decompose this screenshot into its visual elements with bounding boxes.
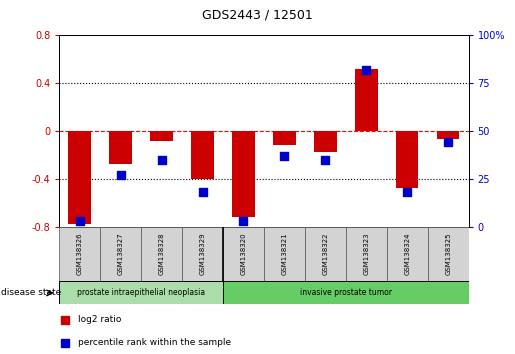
Point: [316, 48, 324, 54]
Point: [116, 172, 125, 178]
Text: GSM138325: GSM138325: [445, 233, 451, 275]
Point: [321, 157, 330, 162]
Text: invasive prostate tumor: invasive prostate tumor: [300, 289, 392, 297]
Point: [316, 257, 324, 263]
Text: prostate intraepithelial neoplasia: prostate intraepithelial neoplasia: [77, 289, 205, 297]
Bar: [232, 131, 255, 217]
Text: GSM138327: GSM138327: [117, 233, 124, 275]
Text: GSM138320: GSM138320: [241, 233, 247, 275]
Bar: [427, 227, 469, 281]
Bar: [437, 131, 459, 139]
Bar: [305, 227, 346, 281]
Point: [280, 153, 288, 159]
Text: GSM138328: GSM138328: [159, 233, 165, 275]
Bar: [264, 227, 305, 281]
Bar: [141, 227, 182, 281]
Bar: [223, 281, 469, 304]
Bar: [396, 131, 419, 188]
Bar: [346, 227, 387, 281]
Text: GDS2443 / 12501: GDS2443 / 12501: [202, 9, 313, 22]
Bar: [109, 131, 132, 164]
Point: [403, 189, 411, 195]
Bar: [387, 227, 427, 281]
Text: percentile rank within the sample: percentile rank within the sample: [78, 338, 231, 347]
Bar: [182, 227, 223, 281]
Text: GSM138323: GSM138323: [363, 233, 369, 275]
Bar: [273, 131, 296, 145]
Bar: [150, 131, 173, 141]
Point: [239, 218, 248, 224]
Text: GSM138329: GSM138329: [199, 233, 205, 275]
Point: [158, 157, 166, 162]
Bar: [100, 227, 141, 281]
Bar: [59, 227, 100, 281]
Bar: [191, 131, 214, 179]
Bar: [59, 281, 223, 304]
Bar: [355, 69, 377, 131]
Point: [76, 218, 84, 224]
Bar: [223, 227, 264, 281]
Text: disease state: disease state: [1, 289, 61, 297]
Point: [362, 67, 370, 73]
Point: [198, 189, 207, 195]
Point: [444, 139, 452, 145]
Bar: [68, 131, 91, 224]
Text: GSM138321: GSM138321: [281, 233, 287, 275]
Bar: [314, 131, 337, 153]
Text: log2 ratio: log2 ratio: [78, 315, 121, 324]
Text: GSM138324: GSM138324: [404, 233, 410, 275]
Text: GSM138326: GSM138326: [77, 233, 83, 275]
Text: GSM138322: GSM138322: [322, 233, 329, 275]
